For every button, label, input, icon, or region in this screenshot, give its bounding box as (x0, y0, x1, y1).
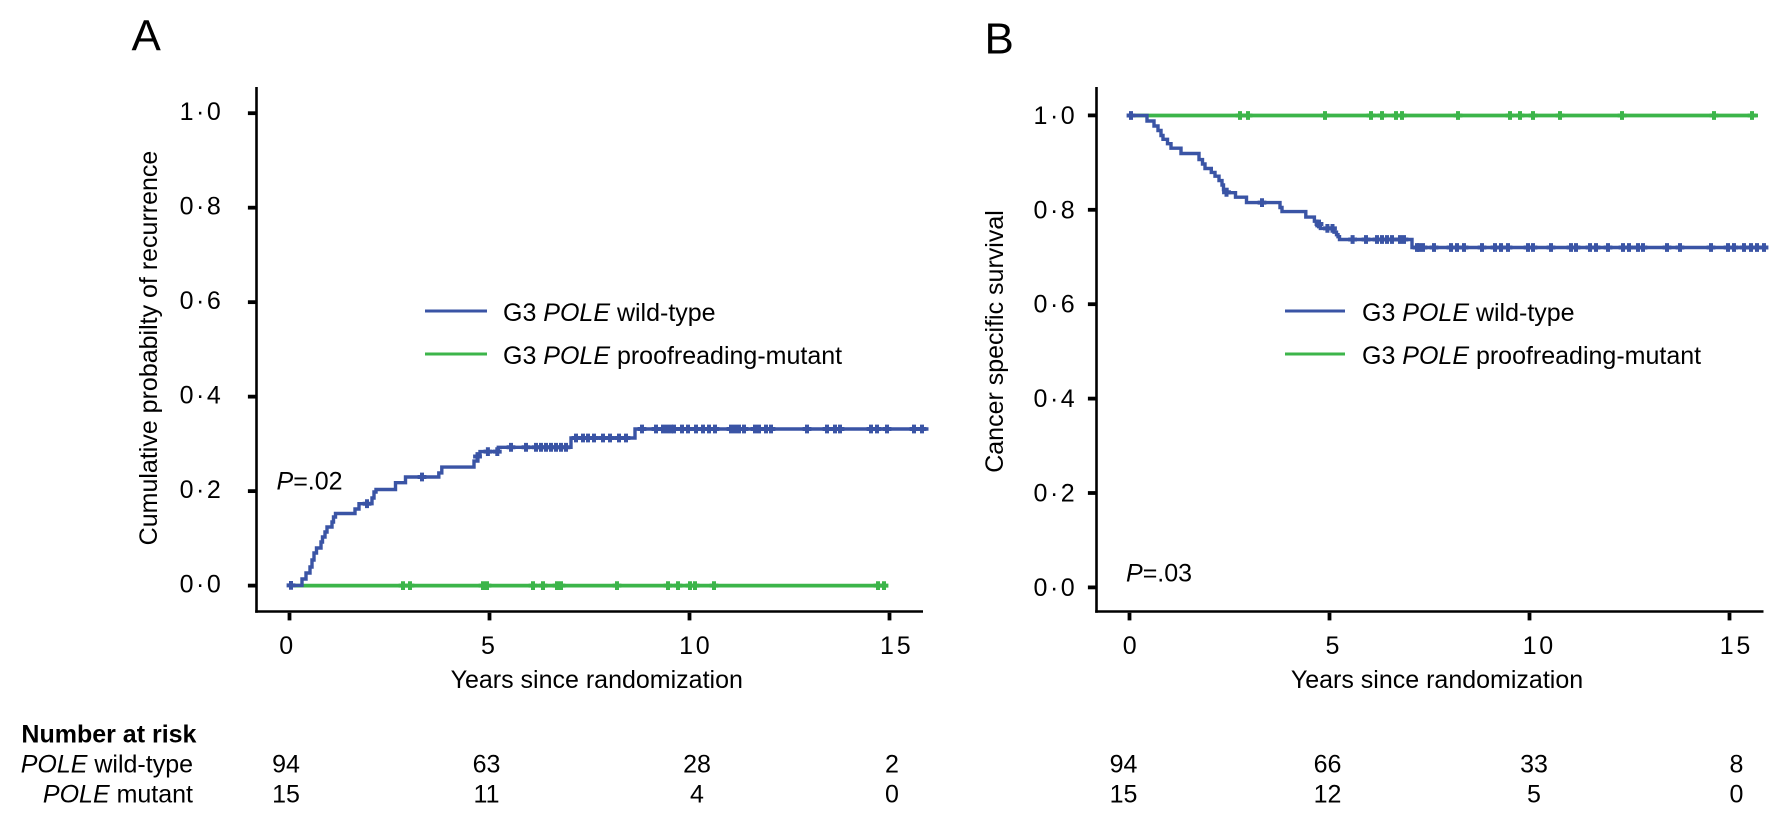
svg-text:A: A (132, 12, 162, 61)
svg-text:66: 66 (1314, 751, 1342, 779)
svg-text:0·8: 0·8 (1034, 196, 1078, 224)
svg-text:0·2: 0·2 (180, 476, 224, 504)
svg-text:0·6: 0·6 (180, 287, 224, 315)
svg-text:POLE mutant: POLE mutant (43, 781, 193, 809)
svg-text:10: 10 (679, 632, 712, 660)
svg-text:0·0: 0·0 (180, 571, 224, 599)
svg-text:0: 0 (1123, 632, 1137, 660)
svg-text:G3 POLE proofreading-mutant: G3 POLE proofreading-mutant (503, 342, 842, 370)
svg-text:5: 5 (481, 632, 495, 660)
svg-text:5: 5 (1527, 781, 1541, 809)
svg-text:4: 4 (690, 781, 704, 809)
svg-text:12: 12 (1314, 781, 1342, 809)
svg-text:0·0: 0·0 (1034, 574, 1078, 602)
svg-text:G3 POLE wild-type: G3 POLE wild-type (503, 299, 716, 327)
svg-text:0: 0 (1730, 781, 1744, 809)
svg-text:94: 94 (1110, 751, 1138, 779)
svg-text:10: 10 (1523, 632, 1556, 660)
svg-text:0·4: 0·4 (180, 382, 224, 410)
svg-text:0·6: 0·6 (1034, 291, 1078, 319)
svg-text:63: 63 (473, 751, 501, 779)
svg-text:1·0: 1·0 (1034, 102, 1078, 130)
svg-text:28: 28 (683, 751, 711, 779)
svg-text:0·4: 0·4 (1034, 385, 1078, 413)
svg-text:Years since randomization: Years since randomization (1291, 666, 1583, 694)
svg-text:0·2: 0·2 (1034, 480, 1078, 508)
svg-text:P=.02: P=.02 (277, 468, 343, 496)
svg-text:0·8: 0·8 (180, 193, 224, 221)
svg-text:8: 8 (1730, 751, 1744, 779)
svg-text:Number at risk: Number at risk (21, 721, 196, 749)
svg-text:Cancer specific survival: Cancer specific survival (981, 210, 1009, 473)
svg-text:1·0: 1·0 (180, 98, 224, 126)
svg-text:0: 0 (279, 632, 293, 660)
svg-text:15: 15 (880, 632, 913, 660)
svg-text:P=.03: P=.03 (1126, 560, 1192, 588)
svg-text:15: 15 (1720, 632, 1753, 660)
svg-text:G3 POLE proofreading-mutant: G3 POLE proofreading-mutant (1362, 342, 1701, 370)
svg-text:G3 POLE wild-type: G3 POLE wild-type (1362, 299, 1575, 327)
svg-text:5: 5 (1326, 632, 1340, 660)
svg-text:0: 0 (885, 781, 899, 809)
svg-text:Years since randomization: Years since randomization (451, 666, 743, 694)
svg-text:B: B (985, 15, 1014, 64)
svg-text:Cumulative probabilty of recur: Cumulative probabilty of recurrence (135, 151, 163, 546)
svg-text:2: 2 (885, 751, 899, 779)
svg-text:11: 11 (474, 781, 500, 809)
svg-text:15: 15 (272, 781, 300, 809)
svg-text:33: 33 (1520, 751, 1548, 779)
svg-text:POLE wild-type: POLE wild-type (21, 751, 193, 779)
svg-text:15: 15 (1110, 781, 1138, 809)
svg-text:94: 94 (272, 751, 300, 779)
